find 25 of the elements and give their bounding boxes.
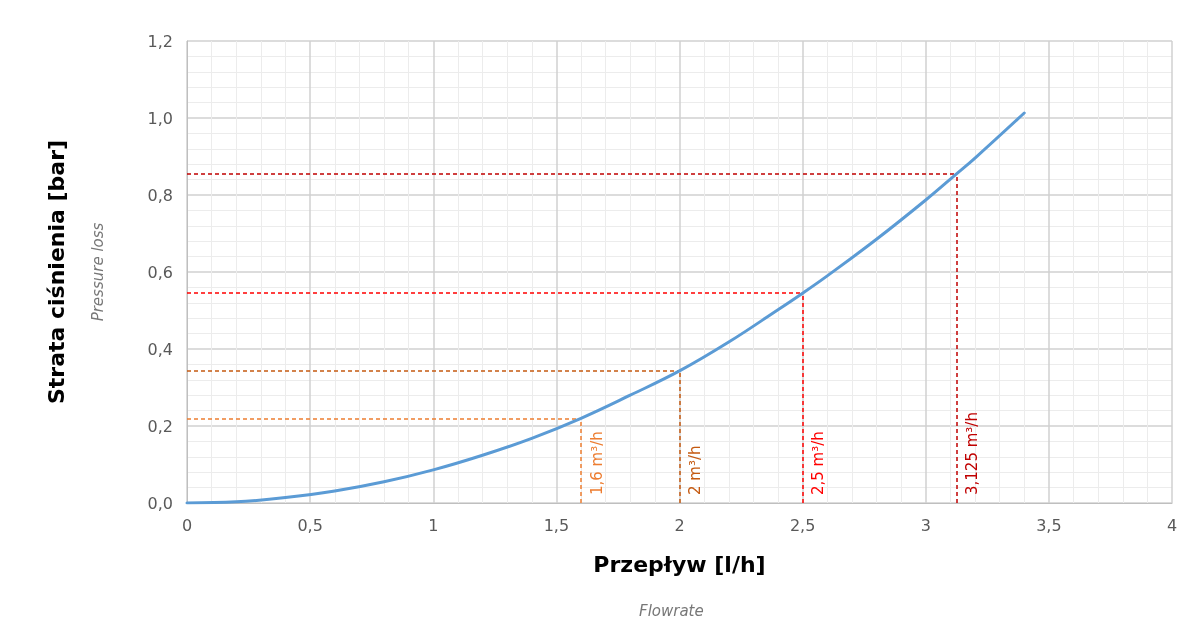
- ref-line-label: 1,6 m³/h: [587, 431, 606, 495]
- x-tick-label: 0: [181, 515, 193, 535]
- x-tick-label: 3,5: [1036, 515, 1062, 535]
- ref-line-label: 3,125 m³/h: [963, 412, 982, 495]
- ref-line-label: 2 m³/h: [686, 445, 704, 495]
- text: Flowrate: [639, 601, 704, 620]
- x-tick-label: 1: [428, 515, 439, 535]
- x-tick-label: 2,5: [789, 515, 816, 535]
- x-tick-label: 0,5: [297, 515, 323, 535]
- x-tick-label: 3: [920, 515, 931, 535]
- y-axis-title: Strata ciśnienia [bar]: [43, 139, 69, 405]
- x-axis-title: Przepływ [l/h]: [593, 551, 766, 577]
- y-tick-label: 0,4: [147, 339, 173, 359]
- y-tick-label: 1,2: [147, 31, 173, 51]
- y-tick-label: 0,2: [147, 416, 173, 436]
- x-tick-label: 4: [1166, 515, 1178, 535]
- y-tick-label: 1,0: [147, 108, 173, 128]
- text: Pressure loss: [89, 222, 107, 322]
- line-series: [185, 111, 1026, 505]
- ref-line-label: 2,5 m³/h: [809, 431, 828, 495]
- x-tick-label: 1,5: [543, 515, 570, 535]
- x-tick-label: 2: [674, 515, 685, 535]
- y-tick-label: 0,0: [147, 493, 173, 513]
- y-tick-label: 0,6: [147, 262, 173, 282]
- y-tick-label: 0,8: [147, 185, 173, 205]
